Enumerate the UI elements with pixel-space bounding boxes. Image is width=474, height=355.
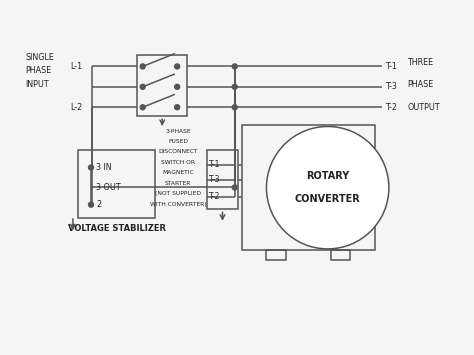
Text: OUTPUT: OUTPUT — [407, 103, 439, 112]
Text: T-2: T-2 — [385, 103, 397, 112]
Text: FUSED: FUSED — [168, 139, 188, 144]
Bar — [242, 125, 375, 250]
Text: L-2: L-2 — [71, 103, 83, 112]
Text: 3 IN: 3 IN — [97, 163, 112, 172]
Circle shape — [140, 84, 145, 89]
Bar — [331, 250, 350, 260]
Text: 2: 2 — [97, 200, 101, 209]
Bar — [266, 250, 285, 260]
Text: SINGLE: SINGLE — [25, 53, 54, 62]
Text: INPUT: INPUT — [25, 80, 49, 89]
Text: L-1: L-1 — [71, 62, 83, 71]
Text: VOLTAGE STABILIZER: VOLTAGE STABILIZER — [68, 224, 166, 233]
Circle shape — [174, 64, 180, 69]
Text: SWITCH OR: SWITCH OR — [161, 160, 195, 165]
Ellipse shape — [266, 126, 389, 249]
Bar — [137, 55, 187, 116]
Circle shape — [174, 105, 180, 110]
Text: 3-PHASE: 3-PHASE — [165, 129, 191, 133]
Circle shape — [89, 202, 93, 207]
Text: PHASE: PHASE — [407, 80, 433, 89]
Circle shape — [232, 84, 237, 89]
Circle shape — [174, 84, 180, 89]
Text: 3 OUT: 3 OUT — [97, 183, 121, 192]
Circle shape — [140, 64, 145, 69]
Text: T-3: T-3 — [385, 82, 397, 91]
Text: DISCONNECT: DISCONNECT — [158, 149, 198, 154]
Text: ROTARY: ROTARY — [306, 171, 349, 181]
Text: T-3: T-3 — [210, 175, 221, 184]
Bar — [207, 150, 238, 209]
Text: T-1: T-1 — [385, 62, 397, 71]
Text: STARTER: STARTER — [165, 181, 191, 186]
Bar — [78, 150, 155, 218]
Text: T-1: T-1 — [210, 160, 221, 169]
Text: T-2: T-2 — [210, 192, 221, 201]
Circle shape — [232, 64, 237, 69]
Circle shape — [232, 105, 237, 110]
Text: PHASE: PHASE — [25, 66, 52, 76]
Text: WITH CONVERTER): WITH CONVERTER) — [150, 202, 207, 207]
Text: (NOT SUPPLIED: (NOT SUPPLIED — [155, 191, 201, 196]
Text: MAGNETIC: MAGNETIC — [162, 170, 194, 175]
Text: THREE: THREE — [407, 58, 433, 67]
Circle shape — [232, 185, 237, 190]
Circle shape — [140, 105, 145, 110]
Circle shape — [89, 165, 93, 170]
Text: CONVERTER: CONVERTER — [295, 194, 361, 204]
